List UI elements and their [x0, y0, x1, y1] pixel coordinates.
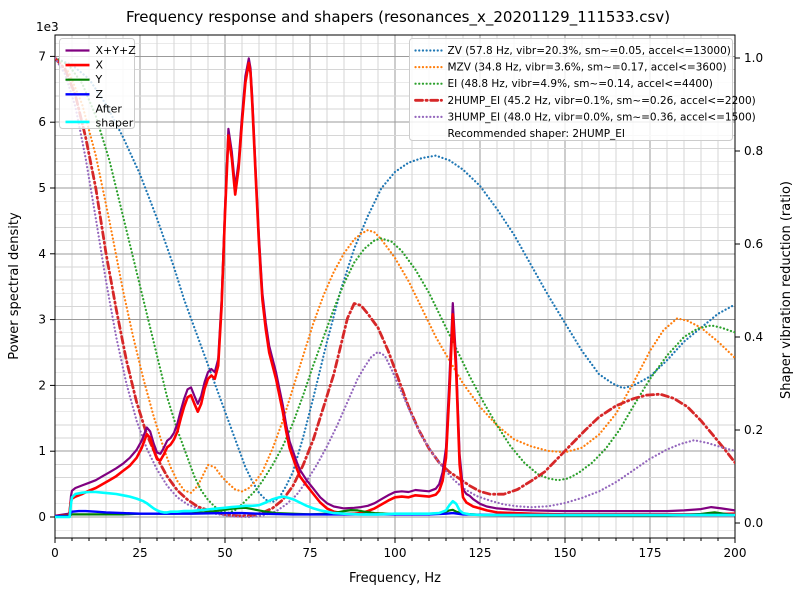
- legend-label: X: [96, 59, 104, 72]
- legend-label: ZV (57.8 Hz, vibr=20.3%, sm~=0.05, accel…: [448, 45, 731, 57]
- y-left-tick-label: 4: [38, 247, 46, 261]
- legend-label: After shaper: [96, 102, 134, 129]
- legend-footer: Recommended shaper: 2HUMP_EI: [448, 128, 626, 140]
- x-tick-label: 100: [384, 546, 407, 560]
- y-left-tick-label: 0: [38, 510, 46, 524]
- legend-label: MZV (34.8 Hz, vibr=3.6%, sm~=0.17, accel…: [448, 62, 727, 74]
- y-left-tick-label: 1: [38, 444, 46, 458]
- curves: [55, 56, 735, 519]
- legend-box: [59, 38, 135, 129]
- x-tick-label: 175: [639, 546, 662, 560]
- y-right-tick-label: 0.2: [744, 423, 763, 437]
- legend-label: 2HUMP_EI (45.2 Hz, vibr=0.1%, sm~=0.26, …: [448, 95, 756, 107]
- y-left-tick-label: 3: [38, 313, 46, 327]
- y-left-tick-label: 6: [38, 115, 46, 129]
- series-2hump-ei: [55, 56, 735, 518]
- y-right-tick-label: 0.0: [744, 516, 763, 530]
- legend-label: X+Y+Z: [96, 44, 137, 57]
- y-right-tick-label: 1.0: [744, 51, 763, 65]
- x-tick-label: 200: [724, 546, 747, 560]
- y-left-tick-label: 5: [38, 181, 46, 195]
- series-3hump-ei: [55, 56, 735, 519]
- legend-label: EI (48.8 Hz, vibr=4.9%, sm~=0.14, accel<…: [448, 78, 713, 90]
- y-right-tick-label: 0.8: [744, 144, 763, 158]
- chart-title: Frequency response and shapers (resonanc…: [126, 8, 670, 27]
- legend-shapers: ZV (57.8 Hz, vibr=20.3%, sm~=0.05, accel…: [409, 38, 756, 141]
- legend-box: [409, 38, 733, 141]
- series-after-shaper: [55, 490, 735, 519]
- series-x: [55, 61, 735, 518]
- x-tick-label: 150: [554, 546, 577, 560]
- legend-label: 3HUMP_EI (48.0 Hz, vibr=0.0%, sm~=0.36, …: [448, 111, 756, 123]
- x-tick-label: 75: [302, 546, 317, 560]
- y-left-tick-label: 7: [38, 49, 46, 63]
- y-left-offset-text: 1e3: [36, 20, 59, 34]
- legend-label: Z: [96, 88, 104, 101]
- y-right-axis-label: Shaper vibration reduction (ratio): [779, 181, 794, 399]
- y-right-tick-label: 0.6: [744, 237, 763, 251]
- y-left-tick-label: 2: [38, 378, 46, 392]
- legend-label: Y: [95, 73, 103, 86]
- x-tick-label: 50: [217, 546, 232, 560]
- x-tick-label: 0: [51, 546, 59, 560]
- x-tick-label: 25: [132, 546, 147, 560]
- axis-ticks: 0 25 50 75 100 125 150 175 200 0 1 2 3 4 5 6 7 0.0 0.2 0.4 0…: [38, 49, 763, 560]
- x-tick-label: 125: [469, 546, 492, 560]
- series-ei: [55, 56, 735, 514]
- x-axis-label: Frequency, Hz: [349, 571, 441, 586]
- y-left-axis-label: Power spectral density: [7, 212, 22, 360]
- series-mzv: [55, 56, 735, 494]
- y-right-tick-label: 0.4: [744, 330, 763, 344]
